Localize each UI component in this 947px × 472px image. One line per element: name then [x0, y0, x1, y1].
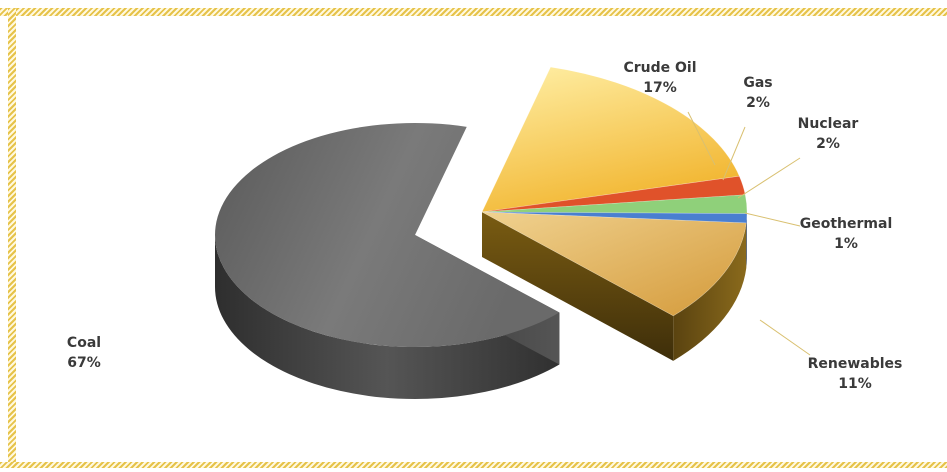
label-nuclear-value: 2% — [816, 136, 840, 152]
label-geothermal-value: 1% — [834, 236, 858, 252]
leader-line-gas — [722, 126, 746, 181]
label-gas-value: 2% — [746, 95, 770, 111]
slice-coal — [215, 123, 560, 348]
slice-renewables-cut — [482, 212, 674, 361]
label-nuclear-name: Nuclear — [798, 116, 859, 132]
label-coal-name: Coal — [67, 335, 101, 351]
leader-line-geothermal — [744, 212, 801, 227]
labels-layer: Coal 67% Crude Oil 17% Gas 2% Nuclear 2% Geother… — [67, 60, 902, 392]
frame-border-top — [0, 8, 947, 16]
label-coal-value: 67% — [67, 355, 101, 371]
label-crude-oil-value: 17% — [643, 80, 677, 96]
frame-border-left — [8, 8, 16, 468]
label-renewables-value: 11% — [838, 376, 872, 392]
slices-layer — [215, 66, 748, 400]
leader-line-renewables — [759, 319, 811, 356]
label-geothermal-name: Geothermal — [800, 216, 893, 232]
slice-renewables — [481, 211, 747, 317]
slice-gas — [481, 175, 746, 213]
slice-coal-side — [215, 235, 560, 400]
leader-line-nuclear — [737, 157, 801, 199]
frame-border-bottom — [0, 462, 947, 468]
label-renewables-name: Renewables — [808, 356, 903, 372]
leader-lines-layer — [687, 111, 811, 356]
leader-line-crude-oil — [687, 111, 716, 166]
slice-renewables-side — [673, 222, 747, 361]
label-crude-oil-name: Crude Oil — [623, 60, 696, 76]
slice-geothermal-side — [746, 213, 747, 268]
label-gas-name: Gas — [743, 75, 772, 91]
